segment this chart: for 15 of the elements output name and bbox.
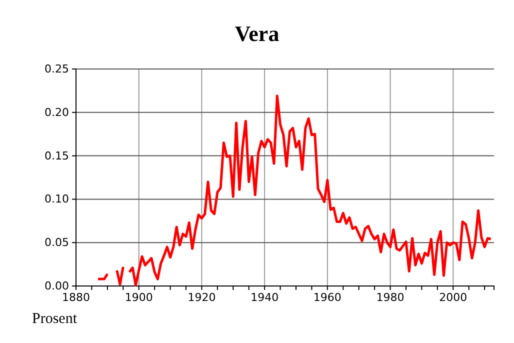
- y-tick-label: 0.25: [44, 62, 69, 76]
- y-axis-title: Prosent: [32, 311, 78, 327]
- y-tick-label: 0.10: [44, 192, 69, 206]
- x-tick-label: 1960: [313, 290, 342, 304]
- x-tick-label: 1920: [188, 290, 216, 304]
- x-tick-label: 1940: [250, 290, 279, 304]
- x-tick-label: 1900: [124, 290, 153, 304]
- x-tick-label: 1880: [62, 290, 90, 304]
- y-tick-label: 0.15: [44, 149, 69, 162]
- x-tick-label: 2000: [439, 290, 468, 304]
- x-tick-label: 1980: [376, 290, 404, 304]
- y-tick-label: 0.20: [44, 106, 69, 119]
- chart-title: Vera: [234, 21, 280, 46]
- y-tick-label: 0.05: [44, 236, 69, 250]
- y-tick-label: 0.00: [44, 280, 69, 293]
